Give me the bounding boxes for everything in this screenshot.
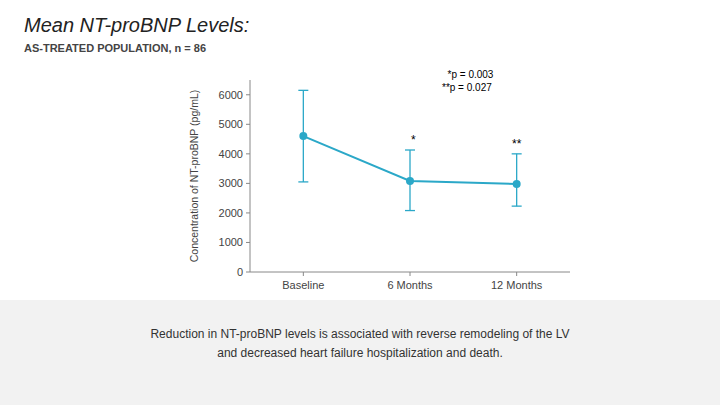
y-tick-label: 4000 <box>219 148 243 160</box>
point <box>299 132 307 140</box>
point <box>406 177 414 185</box>
marks <box>298 90 521 210</box>
error-cap-upper <box>298 90 308 91</box>
x-tick <box>303 272 304 276</box>
y-tick <box>246 124 250 125</box>
error-cap-upper <box>512 153 522 154</box>
annotation: *p = 0.003 <box>442 69 494 80</box>
y-tick-label: 3000 <box>219 177 243 189</box>
y-tick <box>246 242 250 243</box>
error-cap-upper <box>405 149 415 150</box>
y-axis-label: Concentration of NT-proBNP (pg/mL) <box>188 90 200 263</box>
y-tick-label: 5000 <box>219 118 243 130</box>
error-cap-lower <box>298 181 308 182</box>
y-tick <box>246 183 250 184</box>
annotation: **p = 0.027 <box>442 82 492 93</box>
footer-band <box>0 300 720 405</box>
error-bar-upper <box>409 150 410 181</box>
point <box>513 180 521 188</box>
y-tick <box>246 272 250 273</box>
error-bar-lower <box>409 181 410 211</box>
y-tick-label: 2000 <box>219 207 243 219</box>
error-bar-lower <box>303 136 304 182</box>
y-tick-label: 1000 <box>219 236 243 248</box>
x-tick <box>410 272 411 276</box>
y-tick-label: 0 <box>237 266 243 278</box>
y-tick <box>246 212 250 213</box>
footer-text: Reduction in NT-proBNP levels is associa… <box>150 327 569 341</box>
title: Mean NT-proBNP Levels: <box>24 14 249 36</box>
error-bar-upper <box>516 154 517 184</box>
chart: Mean NT-proBNP Levels: AS-TREATED POPULAT… <box>0 0 720 405</box>
y-tick <box>246 153 250 154</box>
error-cap-lower <box>405 210 415 211</box>
x-tick-label: Baseline <box>282 279 324 291</box>
error-cap-lower <box>512 205 522 206</box>
y-tick <box>246 94 250 95</box>
footer-text: and decreased heart failure hospitalizat… <box>217 346 503 360</box>
significance-marker: * <box>404 133 416 147</box>
y-axis <box>250 80 251 272</box>
significance-marker: ** <box>512 137 522 151</box>
x-tick <box>516 272 517 276</box>
x-tick-label: 12 Months <box>491 279 543 291</box>
x-tick-label: 6 Months <box>387 279 433 291</box>
subtitle: AS-TREATED POPULATION, n = 86 <box>24 42 206 54</box>
y-tick-label: 6000 <box>219 89 243 101</box>
error-bar-upper <box>303 90 304 136</box>
